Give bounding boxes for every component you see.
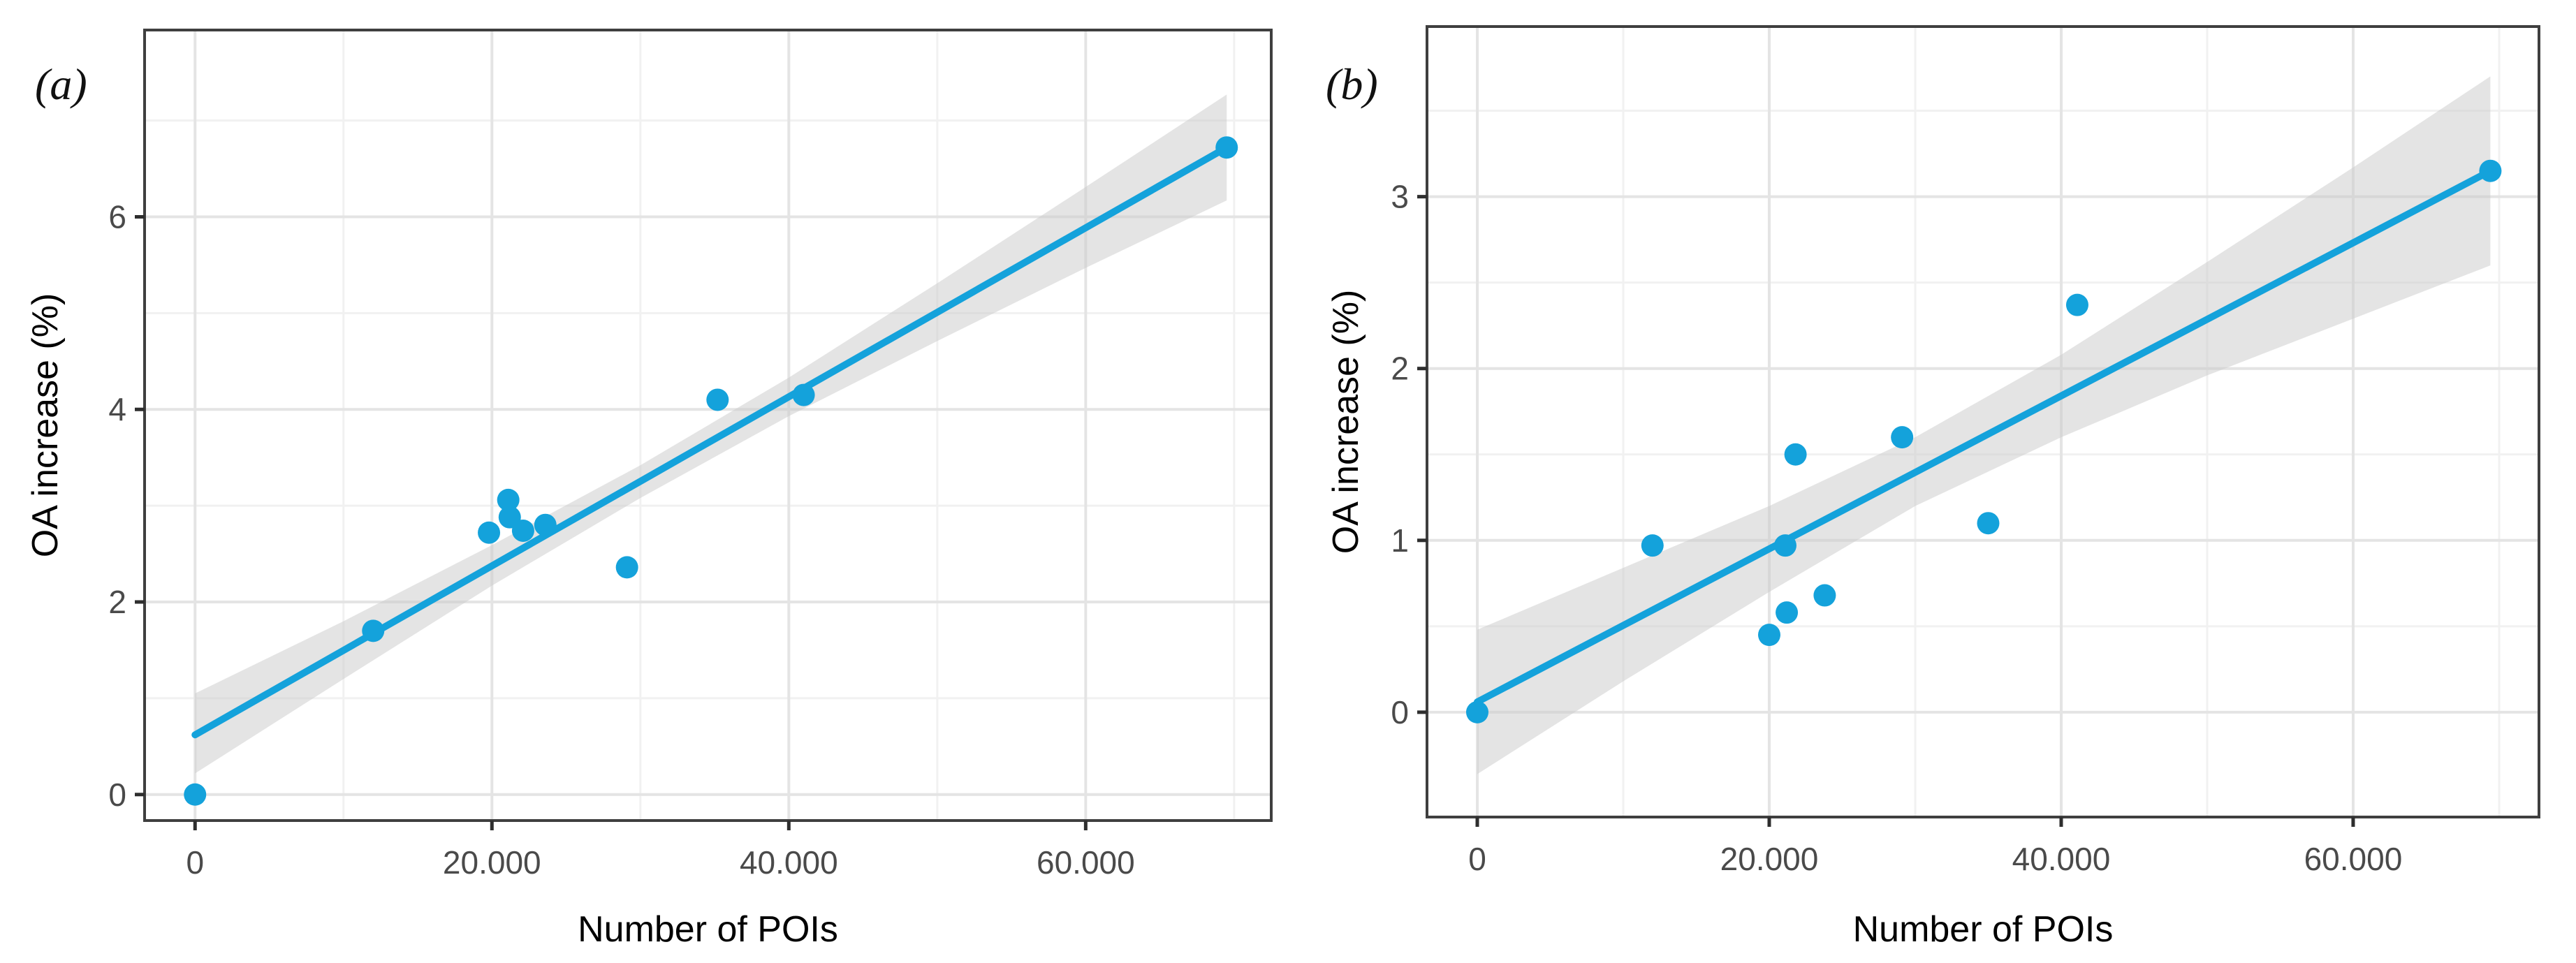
y-tick-label: 2: [1391, 351, 1409, 387]
data-point: [1813, 584, 1836, 607]
data-point: [792, 383, 815, 406]
y-tick-label: 4: [108, 391, 126, 427]
panel-border: [143, 29, 1273, 822]
y-tick-label: 0: [108, 777, 126, 813]
y-axis-title: OA increase (%): [25, 293, 66, 558]
data-point: [511, 519, 534, 542]
x-axis-title: Number of POIs: [1853, 909, 2114, 950]
y-tick-label: 2: [108, 584, 126, 620]
y-tick-label: 6: [108, 198, 126, 235]
data-point: [2065, 293, 2088, 316]
data-point: [1776, 601, 1799, 624]
confidence-band: [1477, 76, 2491, 774]
data-point: [1757, 624, 1780, 647]
data-point: [534, 513, 557, 536]
panel-a-chart: 0 20.000 40.000 60.000 0 2 4 6 Number of POIs OA …: [25, 29, 1273, 950]
regression-line: [1473, 167, 2494, 706]
data-point: [1465, 700, 1488, 723]
data-point: [706, 388, 729, 411]
x-tick-label: 60.000: [1037, 844, 1135, 881]
x-tick-label: 40.000: [740, 844, 838, 881]
data-point: [1641, 534, 1664, 557]
y-tick-label: 0: [1391, 694, 1409, 730]
panel-border: [1426, 25, 2540, 818]
y-axis-title: OA increase (%): [1326, 290, 1366, 554]
data-point: [1215, 136, 1238, 159]
data-point: [1784, 443, 1807, 466]
panel-label: (a): [35, 59, 87, 109]
x-tick-label: 0: [1468, 841, 1486, 877]
data-point: [497, 488, 520, 511]
plot-background: [145, 30, 1271, 821]
x-tick-label: 20.000: [443, 844, 541, 881]
data-point: [1891, 426, 1914, 449]
x-tick-label: 20.000: [1720, 841, 1819, 877]
y-tick-label: 1: [1391, 522, 1409, 559]
y-tick-label: 3: [1391, 179, 1409, 215]
data-point: [1977, 512, 2000, 535]
panel-label: (b): [1326, 59, 1378, 109]
x-tick-label: 40.000: [2012, 841, 2111, 877]
x-tick-label: 0: [186, 844, 204, 881]
confidence-band: [195, 94, 1227, 774]
data-point: [615, 556, 638, 579]
data-point: [362, 619, 385, 642]
panel-b-chart: 0 20.000 40.000 60.000 0 1 2 3 Number of POIs OA …: [1326, 25, 2540, 950]
data-point: [478, 521, 501, 544]
data-point: [1773, 534, 1796, 557]
x-tick-label: 60.000: [2304, 841, 2403, 877]
data-point: [2479, 159, 2502, 182]
data-point: [184, 783, 207, 806]
x-axis-title: Number of POIs: [578, 909, 838, 950]
